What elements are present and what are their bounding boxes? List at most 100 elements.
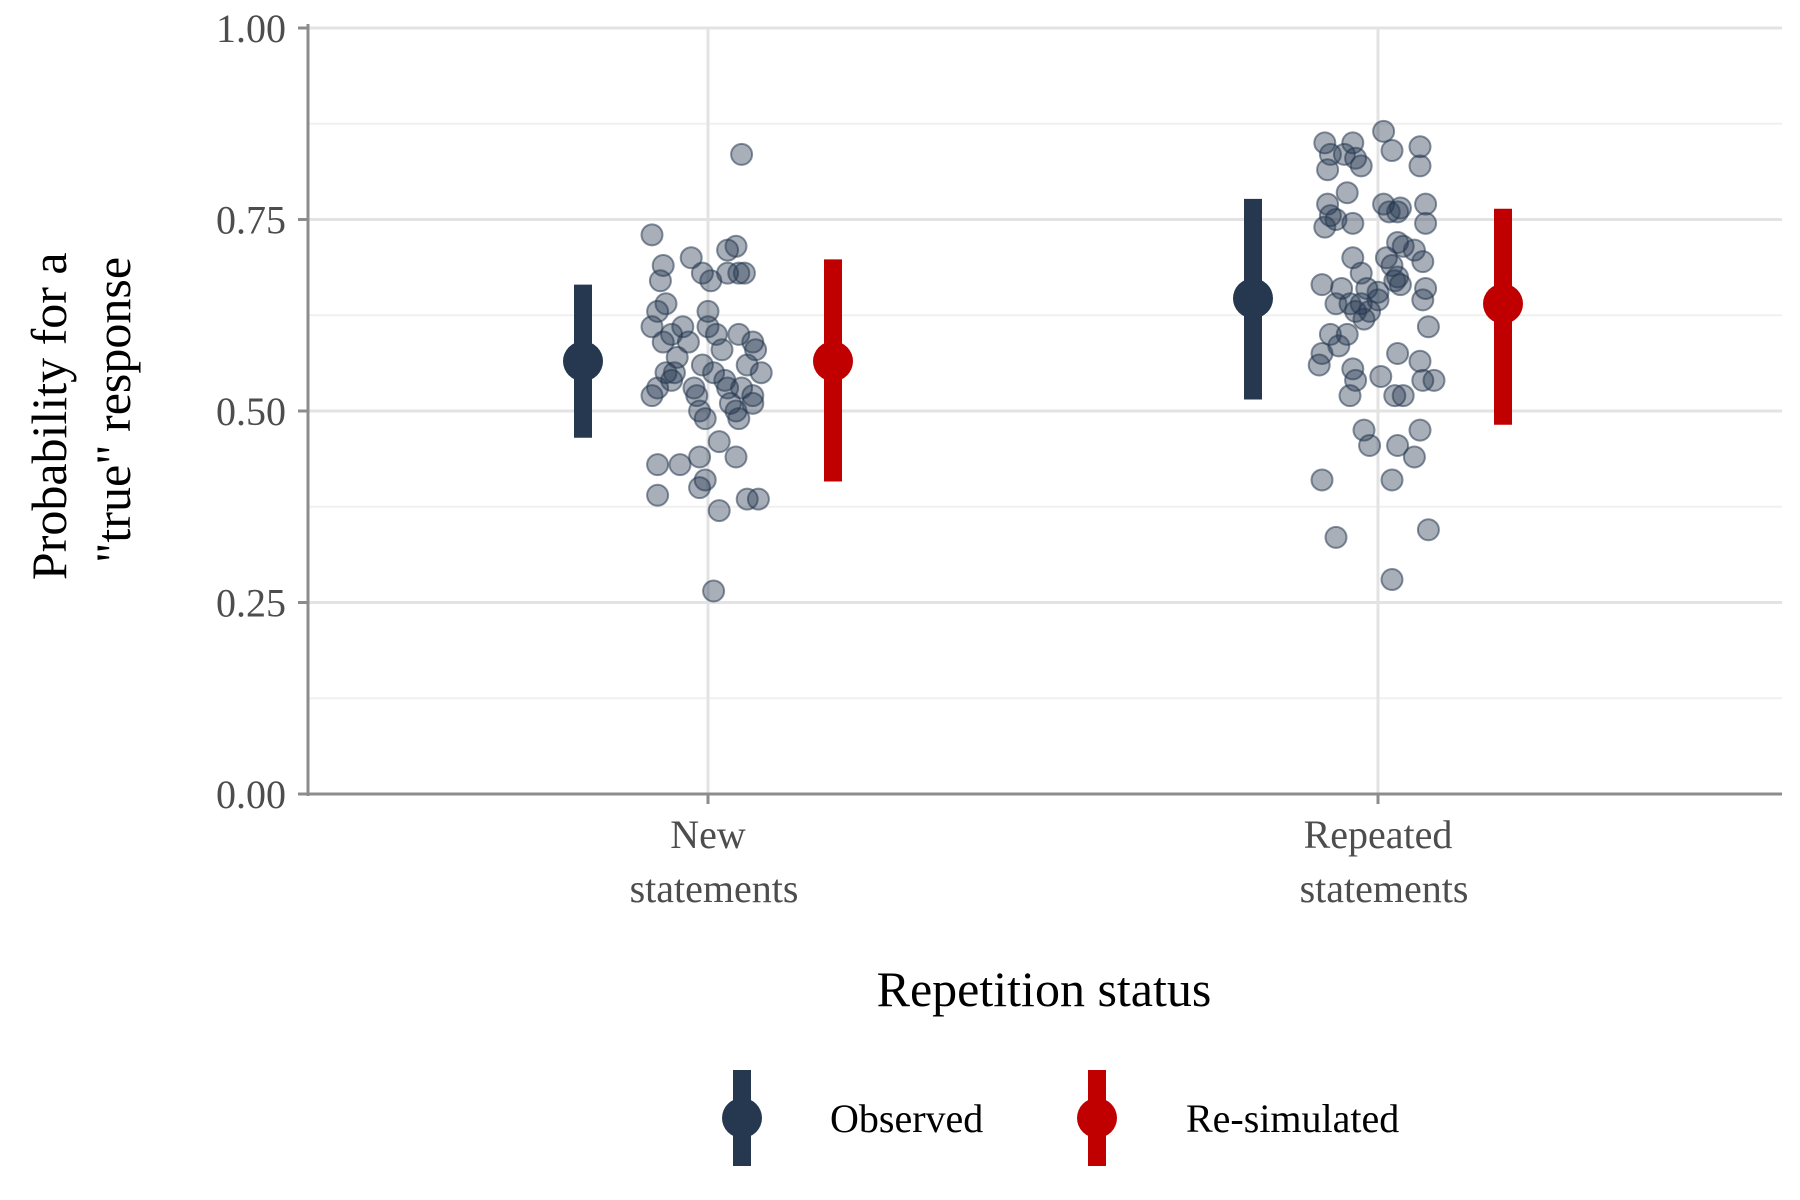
x-tick-label: New statements [630, 812, 799, 911]
raw-point [1388, 273, 1412, 297]
gridlines [308, 26, 1782, 796]
y-tick-label: 0.50 [216, 389, 286, 434]
y-tick-label: 0.25 [216, 581, 286, 626]
raw-point [646, 483, 670, 507]
x-tick-label-line: statements [630, 866, 799, 911]
legend-item: Observed [722, 1070, 983, 1166]
raw-point [651, 330, 675, 354]
y-tick-label: 1.00 [216, 6, 286, 51]
raw-point [727, 407, 751, 431]
raw-point [640, 315, 664, 339]
raw-point [1307, 353, 1331, 377]
x-tick-label-line: Repeated [1304, 812, 1453, 857]
raw-point [1313, 215, 1337, 239]
raw-point [679, 246, 703, 270]
raw-point [1388, 196, 1412, 220]
raw-point [1380, 468, 1404, 492]
raw-point [1416, 315, 1440, 339]
x-axis-title: Repetition status [877, 961, 1212, 1017]
y-axis-title: Probability for a "true" response [21, 240, 141, 580]
raw-point [676, 330, 700, 354]
raw-point [1408, 349, 1432, 373]
raw-point [744, 338, 768, 362]
raw-point [1402, 238, 1426, 262]
raw-point [685, 384, 709, 408]
raw-point [741, 391, 765, 415]
raw-point [1383, 384, 1407, 408]
raw-point [707, 499, 731, 523]
summary-estimates [563, 198, 1523, 482]
raw-point [730, 142, 754, 166]
estimate-point [1483, 283, 1523, 324]
legend-label: Observed [830, 1096, 983, 1141]
raw-point [746, 487, 770, 511]
estimate-point [1233, 278, 1273, 319]
raw-point [1416, 518, 1440, 542]
raw-point [1386, 342, 1410, 366]
raw-point [1338, 384, 1362, 408]
raw-point [1310, 273, 1334, 297]
x-tick-label: Repeated statements [1300, 812, 1469, 911]
legend-item: Re-simulated [1077, 1070, 1399, 1166]
y-axis-title-line-2: "true" response [85, 257, 141, 563]
raw-point [1422, 368, 1446, 392]
estimate-point [563, 341, 603, 382]
raw-point [702, 579, 726, 603]
y-axis-title-line-1: Probability for a [21, 252, 77, 580]
raw-point [1313, 131, 1337, 155]
raw-point [710, 338, 734, 362]
raw-point [1324, 525, 1348, 549]
raw-point [640, 223, 664, 247]
raw-point [724, 234, 748, 258]
raw-point [702, 361, 726, 385]
raw-point [727, 261, 751, 285]
raw-point [724, 445, 748, 469]
raw-point [654, 292, 678, 316]
raw-point [1386, 433, 1410, 457]
y-tick-label: 0.75 [216, 198, 286, 243]
legend-key-point [722, 1098, 762, 1138]
raw-data-points [640, 119, 1446, 603]
raw-point [688, 445, 712, 469]
estimate-point [813, 341, 853, 382]
legend-label: Re-simulated [1186, 1096, 1399, 1141]
raw-point [668, 453, 692, 477]
raw-point [662, 361, 686, 385]
raw-point [1324, 292, 1348, 316]
raw-point [1372, 119, 1396, 143]
x-tick-label-line: statements [1300, 866, 1469, 911]
raw-point [1369, 365, 1393, 389]
raw-point [1310, 468, 1334, 492]
raw-point [1386, 200, 1410, 224]
raw-point [727, 322, 751, 346]
raw-point [1358, 433, 1382, 457]
raw-point [1408, 135, 1432, 159]
raw-point [730, 376, 754, 400]
raw-point [1380, 568, 1404, 592]
raw-point [749, 361, 773, 385]
raw-point [640, 384, 664, 408]
raw-point [1411, 288, 1435, 312]
raw-point [1316, 158, 1340, 182]
raw-point [741, 384, 765, 408]
raw-point [693, 468, 717, 492]
raw-point [693, 407, 717, 431]
raw-point [690, 353, 714, 377]
axes: 0.00 0.25 0.50 0.75 1.00 New statements Repeate… [216, 6, 1782, 911]
raw-point [1335, 322, 1359, 346]
y-tick-label: 0.00 [216, 772, 286, 817]
raw-point [1366, 280, 1390, 304]
raw-point [1324, 208, 1348, 231]
raw-point [1408, 154, 1432, 178]
raw-point [1380, 139, 1404, 163]
raw-point [1349, 154, 1373, 178]
raw-point [1327, 334, 1351, 358]
raw-point [1358, 299, 1382, 323]
raw-point [1335, 181, 1359, 205]
raw-point [732, 261, 756, 285]
raw-point [1318, 322, 1342, 346]
raw-point [646, 453, 670, 477]
legend: Observed Re-simulated [722, 1070, 1399, 1166]
raw-point [1411, 250, 1435, 274]
